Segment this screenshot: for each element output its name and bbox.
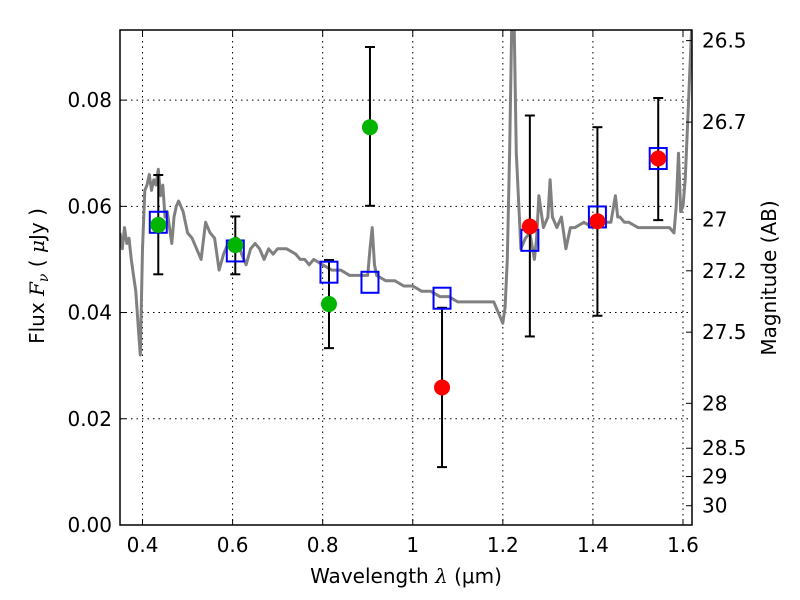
y2-tick-label: 28 <box>702 391 727 415</box>
low-significance-marker <box>521 218 538 235</box>
detections-marker <box>227 237 244 254</box>
y-tick-label: 0.06 <box>67 194 112 218</box>
y2-tick-label: 27.5 <box>702 320 747 344</box>
x-tick-label: 0.6 <box>217 533 249 557</box>
x-tick-label: 1.4 <box>577 533 609 557</box>
axes-frame <box>119 29 693 526</box>
x-tick-label: 1.2 <box>487 533 519 557</box>
x-tick-label: 1.6 <box>667 533 699 557</box>
low-significance-marker <box>589 213 606 230</box>
x-axis-label: Wavelength λ (μm) <box>310 564 502 588</box>
y2-tick-label: 26.5 <box>702 29 747 53</box>
y2-tick-label: 26.7 <box>702 110 747 134</box>
y2-tick-label: 27 <box>702 207 727 231</box>
model-photometry-marker <box>360 270 380 294</box>
y-tick-label: 0.00 <box>67 513 112 537</box>
y-axis-label: Flux Fν ( μJy ) <box>25 208 52 344</box>
plot-area <box>120 30 692 469</box>
y2-tick-label: 29 <box>702 465 727 489</box>
detections-marker <box>361 119 378 136</box>
detections-marker <box>150 216 167 233</box>
x-tick-label: 1 <box>406 533 419 557</box>
low-significance-marker <box>650 150 667 167</box>
y2-tick-label: 27.2 <box>702 259 747 283</box>
y2-axis-label: Magnitude (AB) <box>757 200 781 355</box>
model-photometry-marker <box>432 286 452 310</box>
x-tick-label: 0.4 <box>127 533 159 557</box>
y2-tick-label: 28.5 <box>702 436 747 460</box>
low-significance-marker <box>434 379 451 396</box>
y-tick-label: 0.04 <box>67 301 112 325</box>
y2-tick-label: 30 <box>702 494 727 518</box>
model-photometry-marker <box>319 260 339 284</box>
x-tick-label: 0.8 <box>307 533 339 557</box>
model-photometry-marker <box>648 147 668 171</box>
y-tick-label: 0.02 <box>67 407 112 431</box>
x-axis-ticks: 0.4 0.6 0.8 1 1.2 1.4 1.6 <box>127 30 699 557</box>
y-axis-ticks: 0.00 0.02 0.04 0.06 0.08 <box>67 88 126 537</box>
grid-lines <box>120 30 692 525</box>
y-tick-label: 0.08 <box>67 88 112 112</box>
y2-axis-ticks: 26.5 26.7 27 27.2 27.5 28 28.5 29 30 <box>686 29 747 518</box>
detections-marker <box>320 296 337 313</box>
